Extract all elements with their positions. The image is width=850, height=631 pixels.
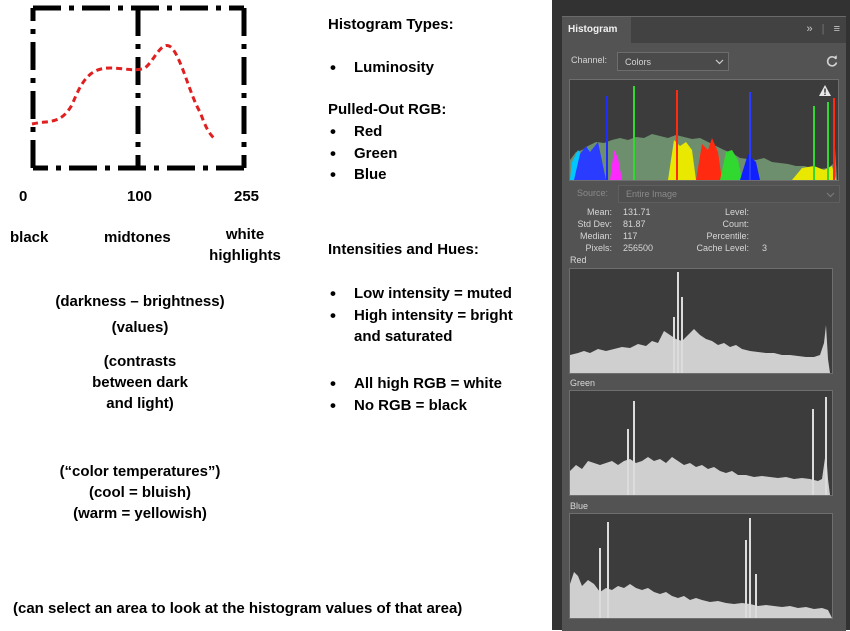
- stat-level-label: Level:: [724, 207, 749, 217]
- panel-tab-bar: Histogram » | ≡: [562, 17, 846, 43]
- source-select-value: Entire Image: [626, 189, 678, 199]
- stat-cache-label: Cache Level:: [696, 243, 749, 253]
- panel-divider: |: [821, 23, 825, 35]
- tab-histogram[interactable]: Histogram: [562, 17, 631, 43]
- note-temp-line1: (“color temperatures”): [59, 463, 221, 480]
- histogram-sketch: [30, 5, 247, 171]
- tick-100: 100: [127, 188, 153, 205]
- source-select[interactable]: Entire Image: [618, 185, 840, 203]
- stat-mean-label: Mean:: [586, 207, 612, 217]
- chevron-down-icon: [826, 192, 835, 198]
- stat-median-label: Median:: [579, 231, 612, 241]
- intensities-heading: Intensities and Hues:: [328, 241, 479, 258]
- high-intensity-line2: and saturated: [354, 328, 453, 345]
- stat-cache-value: 3: [762, 243, 768, 253]
- blue-channel-histogram: [569, 513, 833, 619]
- colors-histogram-graph: [570, 86, 837, 180]
- note-contrasts-line1: (contrasts: [103, 353, 177, 370]
- label-white-line2: highlights: [209, 247, 281, 264]
- panel-menu-icon[interactable]: ≡: [833, 23, 840, 35]
- label-midtones: midtones: [104, 229, 171, 246]
- note-darkness: (darkness – brightness): [55, 293, 225, 310]
- green-channel-graph: [570, 397, 830, 495]
- blue-channel-graph: [570, 518, 832, 618]
- note-temp-line2: (cool = bluish): [88, 484, 192, 501]
- list-item-no-rgb: No RGB = black: [328, 395, 502, 417]
- channel-label-green: Green: [570, 378, 596, 388]
- channel-label-blue: Blue: [570, 501, 589, 511]
- stat-mean-value: 131.71: [623, 207, 651, 217]
- red-channel-histogram: [569, 268, 833, 374]
- chevron-down-icon: [715, 59, 724, 65]
- red-channel-graph: [570, 272, 830, 373]
- note-bottom: (can select an area to look at the histo…: [13, 600, 463, 617]
- note-values: (values): [111, 319, 169, 336]
- histogram-panel: Histogram » | ≡ Channel: Colors: [552, 0, 850, 631]
- list-item-green: Green: [328, 143, 397, 165]
- list-item-all-high: All high RGB = white: [328, 373, 502, 395]
- note-contrasts: (contrasts between dark and light): [20, 351, 260, 414]
- list-item-high-intensity: High intensity = bright and saturated: [328, 305, 513, 348]
- tick-0: 0: [19, 188, 28, 205]
- note-contrasts-line2: between dark: [92, 374, 188, 391]
- note-temperature: (“color temperatures”) (cool = bluish) (…: [20, 461, 260, 524]
- channel-label-red: Red: [570, 255, 587, 265]
- stat-percentile-label: Percentile:: [706, 231, 749, 241]
- stat-median-value: 117: [623, 231, 638, 241]
- note-contrasts-line3: and light): [106, 395, 174, 412]
- note-temp-line3: (warm = yellowish): [73, 505, 207, 522]
- list-item-low-intensity: Low intensity = muted: [328, 283, 513, 305]
- warning-icon[interactable]: [818, 84, 832, 97]
- types-heading: Histogram Types:: [328, 16, 454, 33]
- colors-histogram: [569, 79, 839, 181]
- sketch-curve: [31, 44, 217, 141]
- expand-icon[interactable]: »: [806, 23, 813, 35]
- label-black: black: [10, 229, 49, 246]
- intensities-list: Low intensity = muted High intensity = b…: [328, 283, 513, 348]
- rgb-list: Red Green Blue: [328, 121, 397, 186]
- green-channel-histogram: [569, 390, 833, 496]
- label-white: white highlights: [206, 224, 284, 266]
- histogram-panel-body: Histogram » | ≡ Channel: Colors: [562, 16, 846, 631]
- stat-pixels-value: 256500: [623, 243, 654, 253]
- stat-std-label: Std Dev:: [577, 219, 612, 229]
- source-label: Source:: [577, 188, 609, 198]
- channel-select-value: Colors: [625, 57, 652, 67]
- stat-std-value: 81.87: [623, 219, 646, 229]
- stat-count-label: Count:: [722, 219, 749, 229]
- list-item-red: Red: [328, 121, 397, 143]
- tick-255: 255: [234, 188, 260, 205]
- panel-tab-icons: » | ≡: [806, 23, 840, 35]
- channel-label: Channel:: [571, 55, 608, 65]
- label-white-line1: white: [225, 226, 265, 243]
- rgb-heading: Pulled-Out RGB:: [328, 101, 447, 118]
- types-list: Luminosity: [328, 57, 434, 79]
- stat-pixels-label: Pixels:: [585, 243, 612, 253]
- list-item-blue: Blue: [328, 164, 397, 186]
- channel-select[interactable]: Colors: [617, 52, 729, 71]
- rgb-extremes-list: All high RGB = white No RGB = black: [328, 373, 502, 416]
- list-item-luminosity: Luminosity: [328, 57, 434, 79]
- high-intensity-line1: High intensity = bright: [354, 306, 513, 324]
- refresh-icon[interactable]: [825, 54, 839, 68]
